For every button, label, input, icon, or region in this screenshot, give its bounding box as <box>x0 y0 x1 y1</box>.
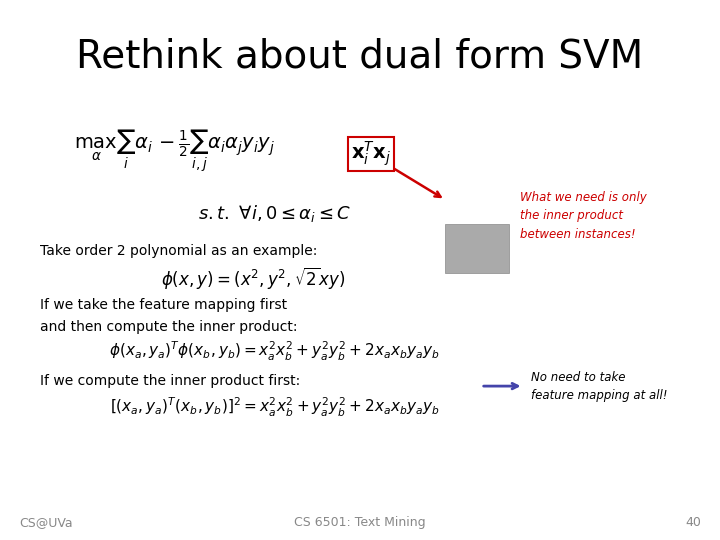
Text: If we compute the inner product first:: If we compute the inner product first: <box>40 374 300 388</box>
Text: Rethink about dual form SVM: Rethink about dual form SVM <box>76 38 644 76</box>
Text: CS 6501: Text Mining: CS 6501: Text Mining <box>294 516 426 529</box>
Text: Take order 2 polynomial as an example:: Take order 2 polynomial as an example: <box>40 244 318 258</box>
Text: What we need is only
the inner product
between instances!: What we need is only the inner product b… <box>520 192 647 240</box>
Text: 40: 40 <box>685 516 701 529</box>
Text: $\max_{\alpha} \sum_{i} \alpha_i - \frac{1}{2} \sum_{i,j} \alpha_i \alpha_j y_i : $\max_{\alpha} \sum_{i} \alpha_i - \frac… <box>73 128 275 174</box>
FancyBboxPatch shape <box>445 224 509 273</box>
Text: $s.t. \ \forall i, 0 \leq \alpha_i \leq C$: $s.t. \ \forall i, 0 \leq \alpha_i \leq … <box>198 203 351 224</box>
Text: CS@UVa: CS@UVa <box>19 516 73 529</box>
Text: No need to take
feature mapping at all!: No need to take feature mapping at all! <box>531 370 667 402</box>
Text: $[(x_a,y_a)^T(x_b,y_b)]^2 = x_a^2 x_b^2 + y_a^2 y_b^2 + 2x_a x_b y_a y_b$: $[(x_a,y_a)^T(x_b,y_b)]^2 = x_a^2 x_b^2 … <box>109 396 440 419</box>
Text: If we take the feature mapping first: If we take the feature mapping first <box>40 298 287 312</box>
Text: $\phi(x,y) = (x^2, y^2, \sqrt{2}xy)$: $\phi(x,y) = (x^2, y^2, \sqrt{2}xy)$ <box>161 265 346 291</box>
Text: $\phi(x_a,y_a)^T \phi(x_b,y_b) = x_a^2 x_b^2 + y_a^2 y_b^2 + 2x_a x_b y_a y_b$: $\phi(x_a,y_a)^T \phi(x_b,y_b) = x_a^2 x… <box>109 340 440 362</box>
Text: $\mathbf{x}_i^T \mathbf{x}_j$: $\mathbf{x}_i^T \mathbf{x}_j$ <box>351 140 391 168</box>
Text: and then compute the inner product:: and then compute the inner product: <box>40 320 297 334</box>
